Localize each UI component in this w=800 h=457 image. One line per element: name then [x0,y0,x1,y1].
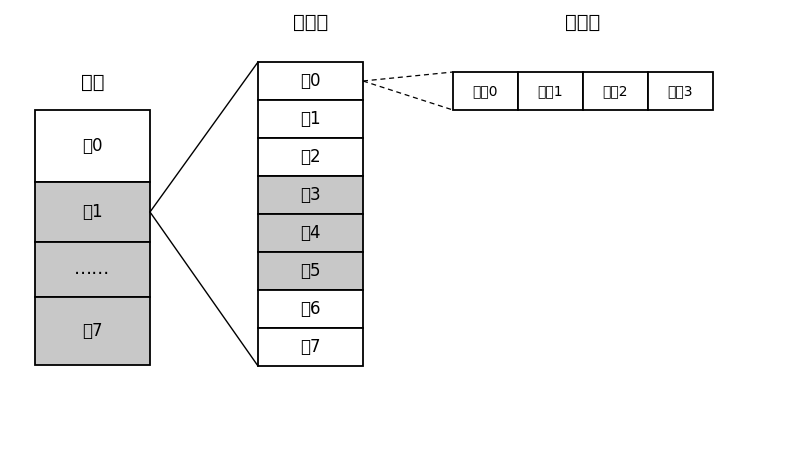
Bar [258,252,363,290]
Text: 物理页: 物理页 [566,12,601,32]
Bar [258,176,363,214]
Text: 闪存: 闪存 [81,73,104,91]
Text: 块1: 块1 [82,203,103,221]
Bar [35,297,150,365]
Text: ……: …… [74,260,110,278]
Bar [518,72,583,110]
Bar [258,100,363,138]
Text: 页5: 页5 [300,262,321,280]
Text: 页6: 页6 [300,300,321,318]
Text: 扇区1: 扇区1 [538,84,563,98]
Bar [35,182,150,242]
Text: 页1: 页1 [300,110,321,128]
Text: 页2: 页2 [300,148,321,166]
Text: 块7: 块7 [82,322,102,340]
Text: 扇区0: 扇区0 [473,84,498,98]
Bar [258,138,363,176]
Text: 页0: 页0 [300,72,321,90]
Text: 页7: 页7 [300,338,321,356]
Bar [583,72,648,110]
Bar [648,72,713,110]
Text: 页4: 页4 [300,224,321,242]
Text: 扇区2: 扇区2 [602,84,628,98]
Text: 扇区3: 扇区3 [668,84,694,98]
Text: 物理块: 物理块 [293,12,328,32]
Bar [258,328,363,366]
Text: 块0: 块0 [82,137,102,155]
Text: 页3: 页3 [300,186,321,204]
Bar [258,62,363,100]
Bar [453,72,518,110]
Bar [258,290,363,328]
Bar [35,242,150,297]
Bar [258,214,363,252]
Bar [35,110,150,182]
